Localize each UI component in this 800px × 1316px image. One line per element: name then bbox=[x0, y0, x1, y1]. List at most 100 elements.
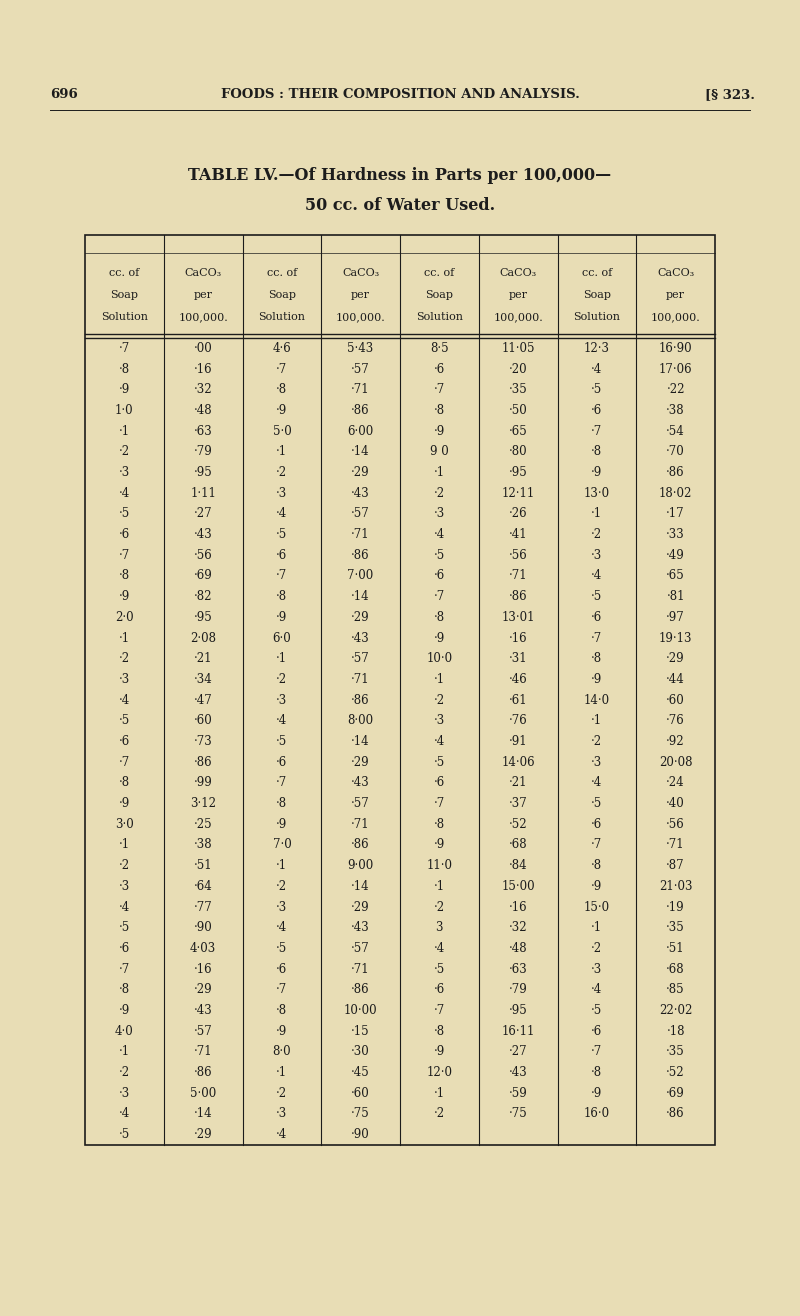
Text: ·7: ·7 bbox=[276, 570, 287, 583]
Text: 21·03: 21·03 bbox=[659, 880, 692, 892]
Text: ·5: ·5 bbox=[591, 590, 602, 603]
Text: 7·00: 7·00 bbox=[347, 570, 374, 583]
Text: ·6: ·6 bbox=[434, 983, 445, 996]
Text: ·69: ·69 bbox=[194, 570, 213, 583]
Text: ·1: ·1 bbox=[119, 632, 130, 645]
Text: ·9: ·9 bbox=[434, 1045, 445, 1058]
Text: ·80: ·80 bbox=[509, 445, 527, 458]
Text: ·43: ·43 bbox=[351, 487, 370, 500]
Text: ·47: ·47 bbox=[194, 694, 213, 707]
Text: ·27: ·27 bbox=[509, 1045, 527, 1058]
Text: ·3: ·3 bbox=[591, 549, 602, 562]
Text: ·2: ·2 bbox=[434, 1108, 445, 1120]
Text: ·5: ·5 bbox=[434, 549, 445, 562]
Text: ·00: ·00 bbox=[194, 342, 213, 355]
Text: 17·06: 17·06 bbox=[659, 362, 693, 375]
Text: ·43: ·43 bbox=[351, 776, 370, 790]
Text: 100,000.: 100,000. bbox=[494, 312, 543, 322]
Text: ·5: ·5 bbox=[434, 962, 445, 975]
Text: ·7: ·7 bbox=[118, 962, 130, 975]
Text: 3: 3 bbox=[436, 921, 443, 934]
Text: ·9: ·9 bbox=[591, 880, 602, 892]
Text: Solution: Solution bbox=[258, 312, 306, 322]
Text: ·86: ·86 bbox=[351, 694, 370, 707]
Text: ·85: ·85 bbox=[666, 983, 685, 996]
Text: ·8: ·8 bbox=[434, 817, 445, 830]
Text: 3·12: 3·12 bbox=[190, 797, 216, 811]
Text: ·6: ·6 bbox=[591, 404, 602, 417]
Text: ·6: ·6 bbox=[434, 570, 445, 583]
Text: ·5: ·5 bbox=[118, 1128, 130, 1141]
Text: ·9: ·9 bbox=[118, 590, 130, 603]
Text: ·6: ·6 bbox=[591, 1025, 602, 1038]
Text: ·4: ·4 bbox=[591, 776, 602, 790]
Text: ·8: ·8 bbox=[276, 1004, 287, 1017]
Text: ·1: ·1 bbox=[434, 672, 445, 686]
Text: 12·3: 12·3 bbox=[584, 342, 610, 355]
Text: Solution: Solution bbox=[101, 312, 148, 322]
Text: ·3: ·3 bbox=[276, 694, 287, 707]
Text: TABLE LV.—Of Hardness in Parts per 100,000—: TABLE LV.—Of Hardness in Parts per 100,0… bbox=[189, 167, 611, 183]
Text: ·8: ·8 bbox=[119, 362, 130, 375]
Text: 12·0: 12·0 bbox=[426, 1066, 452, 1079]
Text: ·7: ·7 bbox=[591, 1045, 602, 1058]
Text: 100,000.: 100,000. bbox=[336, 312, 386, 322]
Text: ·4: ·4 bbox=[434, 736, 445, 747]
Text: ·6: ·6 bbox=[118, 736, 130, 747]
Text: Soap: Soap bbox=[426, 290, 454, 300]
Text: ·5: ·5 bbox=[591, 1004, 602, 1017]
Text: ·86: ·86 bbox=[509, 590, 527, 603]
Text: ·97: ·97 bbox=[666, 611, 685, 624]
Text: ·32: ·32 bbox=[509, 921, 527, 934]
Text: ·22: ·22 bbox=[666, 383, 685, 396]
Text: ·95: ·95 bbox=[194, 611, 213, 624]
Text: ·29: ·29 bbox=[666, 653, 685, 665]
Text: ·52: ·52 bbox=[509, 817, 527, 830]
Text: ·35: ·35 bbox=[666, 1045, 685, 1058]
Text: ·7: ·7 bbox=[434, 383, 445, 396]
Text: ·7: ·7 bbox=[434, 590, 445, 603]
Text: 5·43: 5·43 bbox=[347, 342, 374, 355]
Text: ·95: ·95 bbox=[509, 466, 527, 479]
Text: ·81: ·81 bbox=[666, 590, 685, 603]
Text: ·7: ·7 bbox=[591, 632, 602, 645]
Text: ·3: ·3 bbox=[276, 1108, 287, 1120]
Text: ·6: ·6 bbox=[276, 755, 287, 769]
Text: ·7: ·7 bbox=[276, 776, 287, 790]
Text: per: per bbox=[509, 290, 528, 300]
Text: ·18: ·18 bbox=[666, 1025, 685, 1038]
Text: ·38: ·38 bbox=[194, 838, 213, 851]
Text: 18·02: 18·02 bbox=[659, 487, 692, 500]
Text: 2·08: 2·08 bbox=[190, 632, 216, 645]
Text: ·95: ·95 bbox=[194, 466, 213, 479]
Text: ·2: ·2 bbox=[276, 466, 287, 479]
Text: 13·0: 13·0 bbox=[584, 487, 610, 500]
Text: ·14: ·14 bbox=[351, 445, 370, 458]
Text: ·60: ·60 bbox=[666, 694, 685, 707]
Text: ·19: ·19 bbox=[666, 900, 685, 913]
Text: ·3: ·3 bbox=[276, 487, 287, 500]
Text: ·82: ·82 bbox=[194, 590, 212, 603]
Text: 14·0: 14·0 bbox=[584, 694, 610, 707]
Text: ·9: ·9 bbox=[276, 611, 287, 624]
Text: ·2: ·2 bbox=[434, 487, 445, 500]
Text: ·71: ·71 bbox=[351, 528, 370, 541]
Text: ·52: ·52 bbox=[666, 1066, 685, 1079]
Text: ·14: ·14 bbox=[351, 590, 370, 603]
Text: ·3: ·3 bbox=[434, 715, 445, 728]
Text: ·7: ·7 bbox=[118, 342, 130, 355]
Text: ·8: ·8 bbox=[119, 776, 130, 790]
Text: 16·11: 16·11 bbox=[502, 1025, 535, 1038]
Text: ·8: ·8 bbox=[591, 653, 602, 665]
Text: ·71: ·71 bbox=[351, 962, 370, 975]
Text: 11·0: 11·0 bbox=[426, 859, 452, 873]
Text: ·4: ·4 bbox=[434, 942, 445, 955]
Text: ·63: ·63 bbox=[194, 425, 213, 438]
Text: CaCO₃: CaCO₃ bbox=[499, 268, 537, 278]
Text: cc. of: cc. of bbox=[582, 268, 612, 278]
Text: ·3: ·3 bbox=[591, 755, 602, 769]
Text: ·4: ·4 bbox=[591, 570, 602, 583]
Text: ·76: ·76 bbox=[666, 715, 685, 728]
Text: ·71: ·71 bbox=[351, 817, 370, 830]
Text: ·90: ·90 bbox=[351, 1128, 370, 1141]
